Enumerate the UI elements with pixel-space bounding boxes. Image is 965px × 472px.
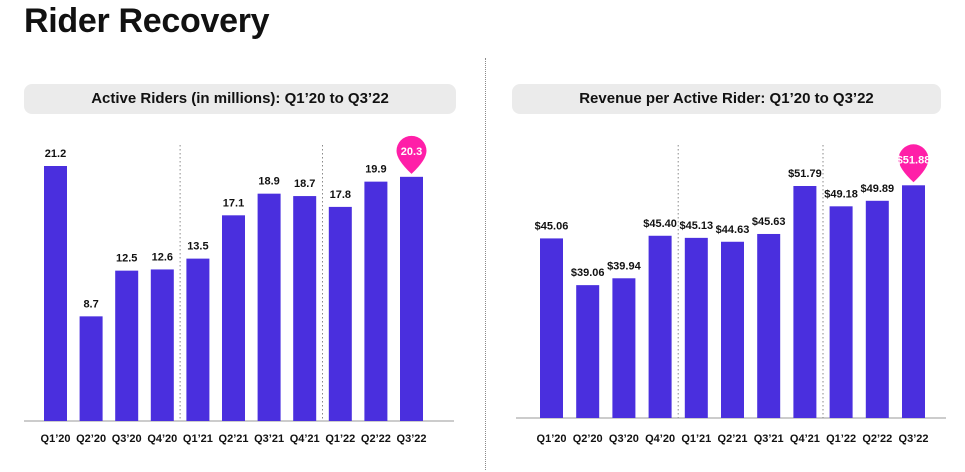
- revenue-data-label-6: $45.63: [752, 216, 786, 228]
- revenue-tick-label-6: Q3’21: [754, 433, 784, 445]
- revenue-bar-7: [793, 186, 817, 418]
- revenue-data-label-9: $49.89: [860, 183, 894, 195]
- riders-data-label-3: 12.6: [152, 251, 173, 263]
- riders-data-label-2: 12.5: [116, 253, 137, 265]
- revenue-bar-5: [721, 241, 744, 418]
- revenue-bar-8: [829, 206, 853, 418]
- riders-highlight-pin: [396, 135, 427, 174]
- riders-bar-0: [44, 166, 67, 421]
- active-riders-chart-title: Active Riders (in millions): Q1’20 to Q3…: [24, 84, 456, 114]
- revenue-tick-label-10: Q3’22: [899, 433, 929, 445]
- revenue-data-label-3: $45.40: [643, 218, 677, 230]
- revenue-bar-2: [612, 278, 636, 418]
- riders-data-label-0: 21.2: [45, 148, 66, 160]
- revenue-data-label-1: $39.06: [571, 267, 605, 279]
- riders-data-label-7: 18.7: [294, 178, 315, 190]
- revenue-tick-label-1: Q2’20: [573, 433, 603, 445]
- revenue-tick-label-4: Q1’21: [681, 433, 711, 445]
- riders-bar-8: [328, 206, 352, 421]
- riders-bar-9: [364, 181, 388, 421]
- riders-tick-label-8: Q1’22: [325, 433, 355, 445]
- revenue-bar-1: [576, 285, 600, 418]
- revenue-data-label-8: $49.18: [824, 188, 858, 200]
- revenue-bar-9: [865, 200, 889, 418]
- revenue-per-rider-chart-title: Revenue per Active Rider: Q1’20 to Q3’22: [512, 84, 941, 114]
- revenue-bar-3: [648, 235, 672, 418]
- revenue-tick-label-7: Q4’21: [790, 433, 820, 445]
- panel-divider: [485, 58, 486, 470]
- revenue-data-label-2: $39.94: [607, 260, 642, 272]
- revenue-bar-6: [757, 233, 781, 418]
- riders-data-label-6: 18.9: [258, 176, 279, 188]
- page-title: Rider Recovery: [24, 2, 270, 40]
- riders-bar-10: [400, 176, 423, 421]
- riders-bar-2: [115, 270, 139, 421]
- revenue-tick-label-5: Q2’21: [718, 433, 748, 445]
- riders-tick-label-6: Q3’21: [254, 433, 284, 445]
- riders-tick-label-3: Q4’20: [147, 433, 177, 445]
- riders-tick-label-5: Q2’21: [219, 433, 249, 445]
- revenue-tick-label-3: Q4’20: [645, 433, 675, 445]
- riders-tick-label-1: Q2’20: [76, 433, 106, 445]
- riders-bar-4: [186, 258, 210, 421]
- riders-data-label-8: 17.8: [330, 189, 351, 201]
- riders-bar-7: [293, 196, 317, 421]
- riders-data-label-5: 17.1: [223, 197, 244, 209]
- riders-tick-label-2: Q3’20: [112, 433, 142, 445]
- riders-tick-label-7: Q4’21: [290, 433, 320, 445]
- revenue-tick-label-8: Q1’22: [826, 433, 856, 445]
- riders-bar-5: [222, 215, 245, 421]
- riders-tick-label-0: Q1’20: [41, 433, 71, 445]
- riders-tick-label-9: Q2’22: [361, 433, 391, 445]
- revenue-bar-4: [684, 237, 708, 418]
- revenue-data-label-10: $51.88: [897, 154, 931, 166]
- riders-data-label-4: 13.5: [187, 241, 208, 253]
- riders-data-label-9: 19.9: [365, 164, 386, 176]
- revenue-data-label-7: $51.79: [788, 168, 822, 180]
- revenue-tick-label-0: Q1’20: [537, 433, 567, 445]
- revenue-data-label-0: $45.06: [535, 220, 569, 232]
- riders-tick-label-10: Q3’22: [397, 433, 427, 445]
- riders-data-label-10: 20.3: [401, 146, 422, 158]
- revenue-tick-label-2: Q3’20: [609, 433, 639, 445]
- revenue-tick-label-9: Q2’22: [862, 433, 892, 445]
- riders-bar-1: [79, 316, 103, 421]
- riders-bar-3: [150, 269, 174, 421]
- revenue-data-label-5: $44.63: [716, 224, 750, 236]
- riders-bar-6: [257, 193, 281, 421]
- revenue-bar-0: [540, 238, 563, 418]
- riders-data-label-1: 8.7: [83, 298, 98, 310]
- revenue-data-label-4: $45.13: [679, 220, 713, 232]
- riders-tick-label-4: Q1’21: [183, 433, 213, 445]
- revenue-bar-10: [902, 185, 925, 418]
- revenue-highlight-pin: [898, 144, 929, 183]
